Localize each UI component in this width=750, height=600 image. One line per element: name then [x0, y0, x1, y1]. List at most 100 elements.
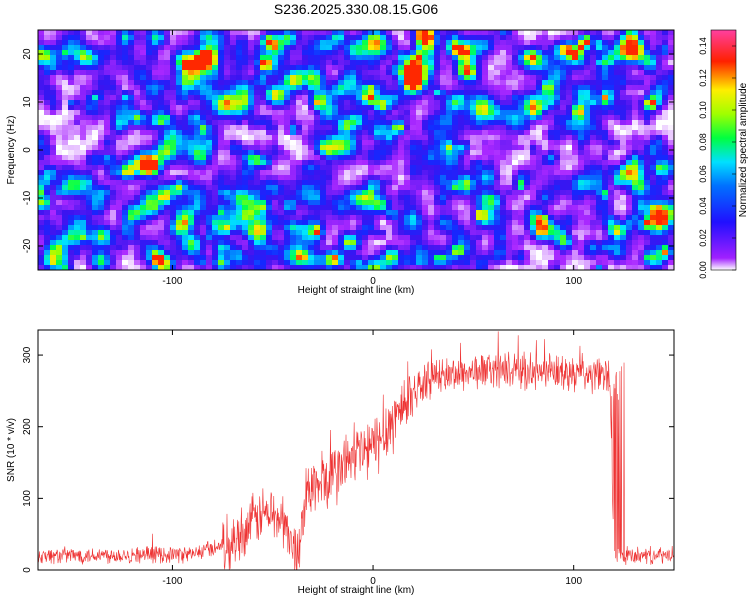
- heatmap-cell: [590, 105, 597, 111]
- heatmap-cell: [410, 150, 417, 156]
- heatmap-cell: [176, 130, 183, 136]
- heatmap-cell: [662, 195, 669, 201]
- heatmap-cell: [650, 160, 657, 166]
- heatmap-cell: [314, 85, 321, 91]
- heatmap-cell: [212, 115, 219, 121]
- heatmap-cell: [548, 235, 555, 241]
- heatmap-cell: [356, 30, 363, 36]
- heatmap-cell: [596, 185, 603, 191]
- heatmap-cell: [398, 250, 405, 256]
- heatmap-cell: [254, 100, 261, 106]
- heatmap-cell: [344, 60, 351, 66]
- heatmap-cell: [500, 200, 507, 206]
- heatmap-cell: [350, 105, 357, 111]
- heatmap-cell: [578, 195, 585, 201]
- heatmap-cell: [398, 245, 405, 251]
- heatmap-cell: [344, 75, 351, 81]
- heatmap-cell: [236, 155, 243, 161]
- heatmap-cell: [332, 190, 339, 196]
- heatmap-cell: [314, 140, 321, 146]
- heatmap-cell: [524, 210, 531, 216]
- heatmap-cell: [416, 170, 423, 176]
- heatmap-cell: [386, 110, 393, 116]
- heatmap-cell: [104, 190, 111, 196]
- heatmap-cell: [200, 50, 207, 56]
- heatmap-cell: [170, 225, 177, 231]
- heatmap-cell: [596, 65, 603, 71]
- heatmap-cell: [638, 155, 645, 161]
- heatmap-cell: [212, 45, 219, 51]
- heatmap-cell: [482, 65, 489, 71]
- heatmap-cell: [62, 255, 69, 261]
- heatmap-cell: [308, 130, 315, 136]
- heatmap-cell: [512, 135, 519, 141]
- heatmap-cell: [524, 80, 531, 86]
- heatmap-cell: [386, 60, 393, 66]
- heatmap-cell: [116, 70, 123, 76]
- heatmap-cell: [398, 30, 405, 36]
- heatmap-cell: [260, 225, 267, 231]
- heatmap-cell: [266, 140, 273, 146]
- heatmap-cell: [464, 50, 471, 56]
- heatmap-cell: [662, 225, 669, 231]
- heatmap-cell: [422, 180, 429, 186]
- heatmap-cell: [50, 235, 57, 241]
- heatmap-cell: [164, 50, 171, 56]
- heatmap-cell: [386, 235, 393, 241]
- heatmap-cell: [554, 90, 561, 96]
- heatmap-cell: [158, 255, 165, 261]
- heatmap-cell: [632, 90, 639, 96]
- heatmap-cell: [200, 100, 207, 106]
- heatmap-cell: [470, 215, 477, 221]
- heatmap-cell: [356, 205, 363, 211]
- heatmap-cell: [200, 160, 207, 166]
- heatmap-cell: [80, 190, 87, 196]
- heatmap-cell: [158, 80, 165, 86]
- heatmap-cell: [296, 60, 303, 66]
- heatmap-cell: [146, 35, 153, 41]
- heatmap-cell: [494, 255, 501, 261]
- heatmap-cell: [554, 250, 561, 256]
- heatmap-cell: [290, 220, 297, 226]
- heatmap-cell: [80, 210, 87, 216]
- heatmap-cell: [632, 35, 639, 41]
- heatmap-cell: [632, 180, 639, 186]
- heatmap-cell: [536, 130, 543, 136]
- heatmap-cell: [422, 130, 429, 136]
- heatmap-cell: [620, 150, 627, 156]
- heatmap-cell: [338, 100, 345, 106]
- heatmap-cell: [332, 35, 339, 41]
- heatmap-cell: [446, 115, 453, 121]
- heatmap-cell: [668, 125, 675, 131]
- heatmap-cell: [662, 205, 669, 211]
- heatmap-cell: [584, 110, 591, 116]
- heatmap-cell: [98, 135, 105, 141]
- heatmap-cell: [668, 40, 675, 46]
- heatmap-cell: [56, 200, 63, 206]
- heatmap-cell: [668, 205, 675, 211]
- heatmap-cell: [422, 145, 429, 151]
- heatmap-cell: [494, 210, 501, 216]
- heatmap-cell: [668, 215, 675, 221]
- heatmap-cell: [530, 105, 537, 111]
- heatmap-cell: [488, 225, 495, 231]
- heatmap-cell: [596, 145, 603, 151]
- heatmap-cell: [650, 95, 657, 101]
- heatmap-cell: [110, 175, 117, 181]
- heatmap-cell: [518, 85, 525, 91]
- heatmap-cell: [188, 240, 195, 246]
- heatmap-cell: [464, 165, 471, 171]
- heatmap-cell: [368, 30, 375, 36]
- heatmap-cell: [584, 190, 591, 196]
- heatmap-cell: [194, 215, 201, 221]
- heatmap-cell: [494, 60, 501, 66]
- heatmap-cell: [476, 75, 483, 81]
- heatmap-cell: [98, 90, 105, 96]
- heatmap-cell: [314, 260, 321, 266]
- heatmap-cell: [488, 70, 495, 76]
- heatmap-cell: [590, 175, 597, 181]
- heatmap-cell: [530, 220, 537, 226]
- heatmap-cell: [500, 255, 507, 261]
- heatmap-cell: [392, 135, 399, 141]
- heatmap-cell: [104, 160, 111, 166]
